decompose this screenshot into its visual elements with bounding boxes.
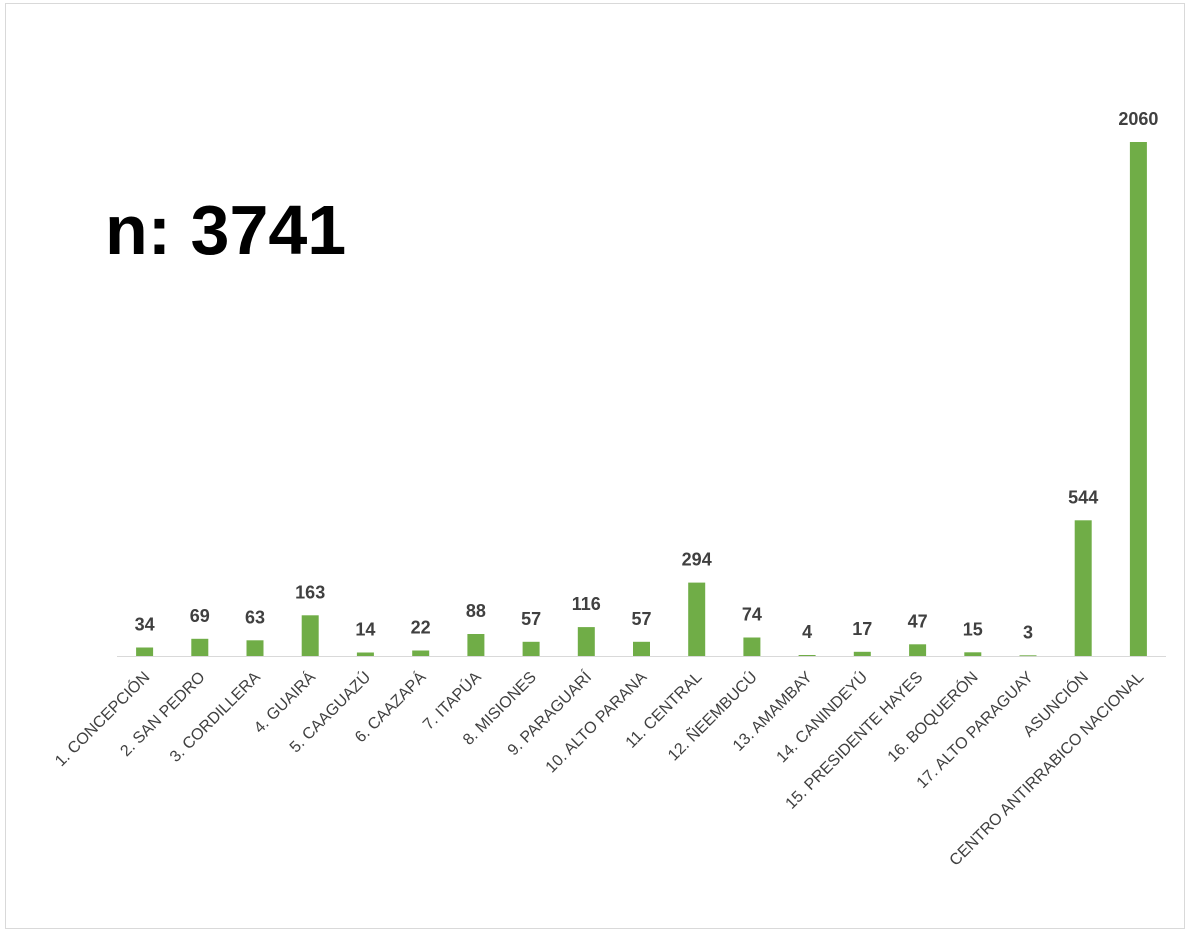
data-label: 3: [1023, 622, 1033, 642]
data-label: 116: [572, 594, 601, 614]
data-label: 69: [190, 606, 210, 626]
x-tick-label: 1. CONCEPCIÓN: [51, 667, 154, 770]
bar: [191, 638, 209, 656]
bar: [577, 627, 595, 656]
chart-frame: [5, 3, 1185, 929]
bar: [964, 652, 982, 656]
data-label: 2060: [1118, 109, 1158, 129]
bar: [246, 640, 264, 656]
bar: [412, 650, 430, 656]
bar: [1129, 142, 1147, 656]
sample-size-annotation: n: 3741: [105, 191, 347, 269]
data-label: 47: [908, 611, 928, 631]
bar: [853, 651, 871, 656]
data-label: 17: [852, 619, 872, 639]
data-label: 57: [521, 609, 541, 629]
bar: [1019, 655, 1037, 657]
bar: [688, 582, 706, 656]
data-label: 294: [682, 550, 712, 570]
data-label: 163: [295, 582, 325, 602]
bar: [467, 634, 485, 656]
data-label: 63: [245, 607, 265, 627]
data-label: 57: [631, 609, 651, 629]
x-tick-label: 16. BOQUERÓN: [883, 667, 981, 765]
data-label: 74: [742, 605, 762, 625]
bar: [522, 641, 540, 656]
x-tick-label: 14. CANINDEYÚ: [772, 667, 871, 766]
data-label: 544: [1068, 487, 1098, 507]
x-tick-label: CENTRO ANTIRRABICO NACIONAL: [947, 669, 1148, 870]
bar: [743, 637, 761, 656]
bar: [909, 644, 927, 656]
data-label: 88: [466, 601, 486, 621]
x-tick-label: 17. ALTO PARAGUAY: [914, 669, 1037, 792]
bar: [356, 652, 374, 656]
bar: [1074, 520, 1092, 656]
bar: [633, 641, 650, 656]
data-label: 22: [411, 618, 431, 638]
x-tick-label: 10. ALTO PARANA: [543, 669, 651, 777]
data-label: 15: [963, 619, 983, 639]
bar: [301, 615, 319, 656]
bar: [136, 647, 154, 656]
bar: [798, 655, 816, 656]
data-label: 34: [135, 615, 155, 635]
data-label: 4: [802, 622, 812, 642]
data-label: 14: [355, 620, 375, 640]
